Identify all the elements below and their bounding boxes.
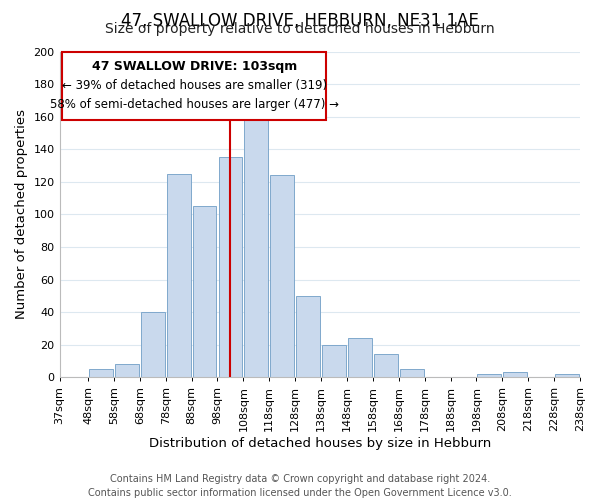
Bar (296, 296, 320, 378)
Bar (555, 374, 579, 378)
X-axis label: Distribution of detached houses by size in Hebburn: Distribution of detached houses by size … (149, 437, 491, 450)
FancyBboxPatch shape (62, 52, 326, 120)
Text: 58% of semi-detached houses are larger (477) →: 58% of semi-detached houses are larger (… (50, 98, 338, 112)
Bar (322, 344, 346, 378)
Bar (244, 104, 268, 378)
Text: 47, SWALLOW DRIVE, HEBBURN, NE31 1AE: 47, SWALLOW DRIVE, HEBBURN, NE31 1AE (121, 12, 479, 30)
Bar (193, 206, 217, 378)
Bar (400, 369, 424, 378)
Bar (167, 174, 191, 378)
Bar (141, 312, 164, 378)
Bar (115, 364, 139, 378)
Bar (271, 176, 294, 378)
Text: Size of property relative to detached houses in Hebburn: Size of property relative to detached ho… (105, 22, 495, 36)
Bar (348, 338, 372, 378)
Y-axis label: Number of detached properties: Number of detached properties (15, 110, 28, 320)
Text: Contains HM Land Registry data © Crown copyright and database right 2024.
Contai: Contains HM Land Registry data © Crown c… (88, 474, 512, 498)
Bar (89, 369, 113, 378)
Bar (478, 374, 501, 378)
Text: ← 39% of detached houses are smaller (319): ← 39% of detached houses are smaller (31… (62, 79, 327, 92)
Bar (374, 354, 398, 378)
Bar (503, 372, 527, 378)
Bar (218, 158, 242, 378)
Text: 47 SWALLOW DRIVE: 103sqm: 47 SWALLOW DRIVE: 103sqm (92, 60, 297, 73)
